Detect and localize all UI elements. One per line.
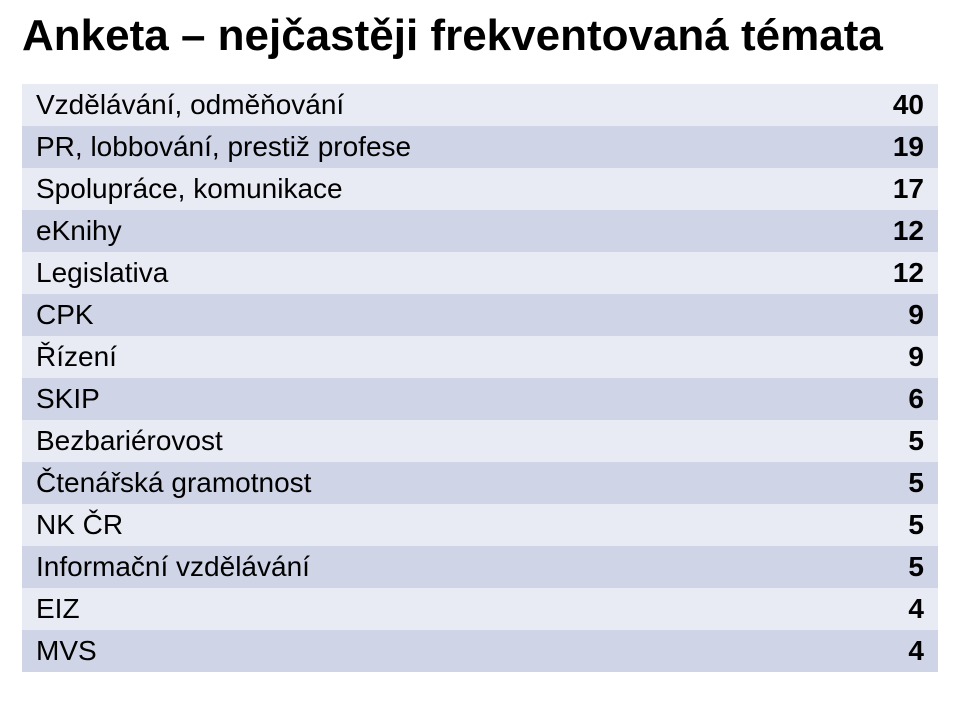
slide-title: Anketa – nejčastěji frekventovaná témata [22, 12, 938, 60]
table-cell-label: NK ČR [22, 504, 848, 546]
table-cell-value: 5 [848, 504, 938, 546]
topic-table-body: Vzdělávání, odměňování40PR, lobbování, p… [22, 84, 938, 672]
table-cell-value: 40 [848, 84, 938, 126]
table-row: Spolupráce, komunikace17 [22, 168, 938, 210]
table-row: Řízení9 [22, 336, 938, 378]
table-cell-label: EIZ [22, 588, 848, 630]
table-cell-label: Bezbariérovost [22, 420, 848, 462]
table-cell-value: 19 [848, 126, 938, 168]
slide: Anketa – nejčastěji frekventovaná témata… [0, 0, 960, 708]
table-cell-label: CPK [22, 294, 848, 336]
table-row: PR, lobbování, prestiž profese19 [22, 126, 938, 168]
table-cell-value: 5 [848, 462, 938, 504]
topic-table: Vzdělávání, odměňování40PR, lobbování, p… [22, 84, 938, 672]
table-row: NK ČR5 [22, 504, 938, 546]
table-cell-value: 17 [848, 168, 938, 210]
table-cell-value: 4 [848, 588, 938, 630]
table-row: Čtenářská gramotnost5 [22, 462, 938, 504]
table-cell-label: Vzdělávání, odměňování [22, 84, 848, 126]
table-cell-label: SKIP [22, 378, 848, 420]
table-cell-value: 12 [848, 252, 938, 294]
table-row: eKnihy12 [22, 210, 938, 252]
table-cell-value: 9 [848, 294, 938, 336]
table-row: Vzdělávání, odměňování40 [22, 84, 938, 126]
table-cell-value: 12 [848, 210, 938, 252]
table-cell-label: MVS [22, 630, 848, 672]
table-row: MVS4 [22, 630, 938, 672]
table-row: Bezbariérovost5 [22, 420, 938, 462]
table-row: CPK9 [22, 294, 938, 336]
table-row: Legislativa12 [22, 252, 938, 294]
table-cell-value: 4 [848, 630, 938, 672]
table-row: Informační vzdělávání5 [22, 546, 938, 588]
table-cell-value: 6 [848, 378, 938, 420]
table-cell-label: Legislativa [22, 252, 848, 294]
table-cell-label: Čtenářská gramotnost [22, 462, 848, 504]
table-row: EIZ4 [22, 588, 938, 630]
table-cell-label: PR, lobbování, prestiž profese [22, 126, 848, 168]
table-cell-value: 5 [848, 420, 938, 462]
table-cell-value: 5 [848, 546, 938, 588]
table-cell-label: eKnihy [22, 210, 848, 252]
table-cell-label: Řízení [22, 336, 848, 378]
table-cell-label: Informační vzdělávání [22, 546, 848, 588]
table-cell-label: Spolupráce, komunikace [22, 168, 848, 210]
table-cell-value: 9 [848, 336, 938, 378]
table-row: SKIP6 [22, 378, 938, 420]
